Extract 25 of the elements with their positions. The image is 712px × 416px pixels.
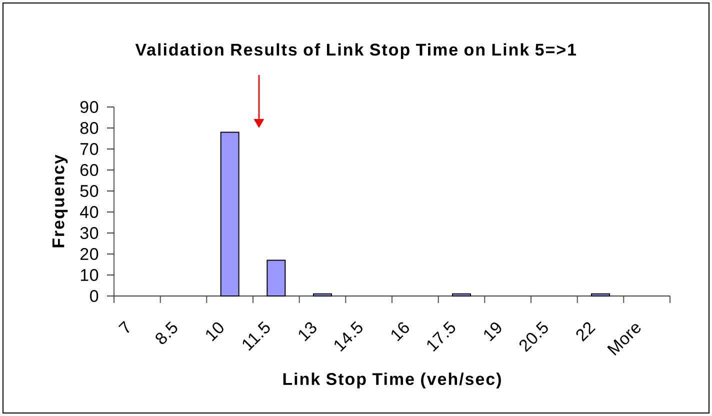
y-tick-label: 30 bbox=[80, 227, 98, 239]
x-tick-label: 16 bbox=[391, 322, 409, 342]
y-tick-label: 90 bbox=[80, 101, 98, 113]
y-axis-title: Frequency bbox=[52, 154, 68, 248]
y-tick-label: 10 bbox=[80, 269, 98, 281]
y-tick-label: 0 bbox=[90, 290, 98, 302]
bar bbox=[220, 132, 240, 296]
x-tick-label: 22 bbox=[576, 322, 596, 342]
chart-title: Validation Results of Link Stop Time on Link 5=>1 bbox=[135, 43, 576, 60]
x-axis-title: Link Stop Time (veh/sec) bbox=[283, 372, 501, 388]
x-tick-label: 13 bbox=[298, 322, 316, 342]
y-tick-label: 20 bbox=[80, 248, 98, 260]
bar bbox=[452, 293, 472, 296]
x-tick-label: 19 bbox=[484, 322, 502, 342]
x-tick-label: 7 bbox=[118, 320, 130, 334]
y-tick-label: 80 bbox=[80, 122, 98, 134]
bar bbox=[266, 260, 286, 296]
y-tick-label: 60 bbox=[80, 164, 98, 176]
x-tick-label: 8.5 bbox=[156, 321, 178, 344]
y-tick-label: 70 bbox=[80, 143, 98, 155]
y-tick-label: 50 bbox=[80, 185, 98, 197]
y-tick-label: 40 bbox=[80, 206, 98, 218]
x-tick-label: 10 bbox=[206, 322, 224, 342]
bar bbox=[313, 293, 332, 296]
bar bbox=[591, 293, 610, 296]
